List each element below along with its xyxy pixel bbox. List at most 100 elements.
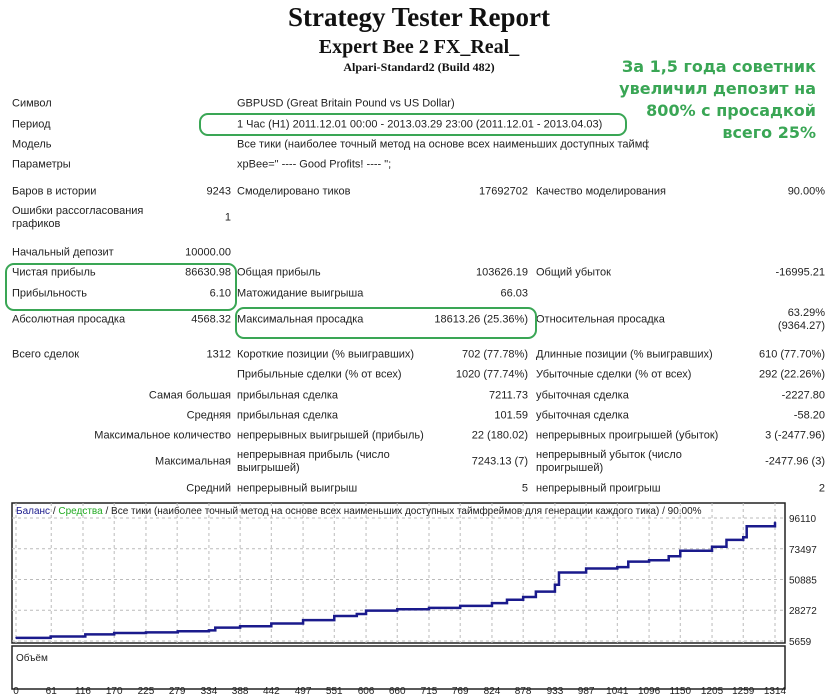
balance-point (558, 571, 560, 574)
stat-value: 18613.26 (25.36%) (434, 313, 528, 326)
stat-value: 22 (180.02) (471, 429, 528, 442)
stat-label: непрерывный убыток (число проигрышей) (536, 449, 682, 474)
x-tick-label: 769 (452, 686, 469, 697)
balance-point (208, 629, 210, 632)
balance-point (711, 545, 713, 548)
stat-value: 86630.98 (185, 266, 231, 279)
stat-label: Чистая прибыль (12, 266, 96, 279)
stat-label: Максимальная просадка (237, 313, 364, 326)
x-tick-label: 1041 (606, 686, 629, 697)
highlight-profit (5, 263, 237, 311)
stat-label: Убыточные сделки (% от всех) (536, 368, 692, 381)
highlight-drawdown (235, 307, 537, 339)
balance-point (725, 539, 728, 541)
stat-value: 3 (-2477.96) (765, 429, 825, 442)
stat-label: прибыльная сделка (237, 409, 339, 422)
x-tick-label: 1096 (638, 686, 661, 697)
x-tick-label: 933 (547, 686, 564, 697)
stat-label: Средний (186, 482, 231, 495)
legend-separator: / (50, 506, 58, 517)
x-tick-label: 1150 (670, 686, 692, 697)
stat-label: убыточная сделка (536, 409, 629, 422)
stat-value: 1 (224, 211, 231, 224)
stat-label: Ошибки рассогласования графиков (12, 205, 144, 230)
stat-value: 66.03 (500, 287, 528, 300)
x-tick-label: 1205 (701, 686, 724, 697)
balance-point (84, 633, 87, 636)
stat-label: Параметры (12, 158, 71, 171)
balance-point (355, 613, 358, 615)
stat-label: убыточная сделка (536, 389, 629, 402)
balance-point (176, 630, 179, 633)
y-tick-label: 96110 (789, 514, 817, 525)
stat-label: Максимальное количество (94, 429, 231, 442)
stat-value: 292 (22.26%) (758, 368, 825, 381)
x-tick-label: 715 (421, 686, 438, 697)
stat-label: Всего сделок (12, 348, 80, 361)
stat-label: Средняя (186, 409, 231, 422)
stat-value: -16995.21 (775, 266, 825, 279)
balance-point (535, 590, 537, 593)
x-tick-label: 551 (326, 686, 343, 697)
stat-label: непрерывная прибыль (число выигрышей) (237, 449, 390, 474)
stat-label: Прибыльность (12, 287, 87, 300)
balance-chart: 0 61 116 170 225 279 334 388 442 497 551 606 660 715 7… (11, 502, 817, 697)
balance-point (627, 560, 630, 563)
report-title: Strategy Tester Report (288, 2, 550, 32)
stat-value: 63.29% (9364.27) (777, 307, 825, 332)
annotation-line: всего 25% (722, 123, 816, 142)
x-tick-label: 61 (46, 686, 58, 697)
balance-point (302, 619, 304, 621)
stat-label: Смоделировано тиков (237, 185, 351, 198)
legend-balance: Баланс (16, 506, 50, 517)
stat-label: Длинные позиции (% выигравших) (536, 348, 713, 361)
stat-value: 17692702 (479, 185, 528, 198)
volume-area (11, 645, 786, 690)
highlight-period (199, 113, 627, 136)
x-tick-label: 170 (106, 686, 123, 697)
balance-point (616, 566, 619, 568)
x-tick-label: 497 (295, 686, 312, 697)
x-tick-label: 987 (578, 686, 595, 697)
balance-point (667, 555, 670, 558)
stat-value: 5 (521, 482, 528, 495)
stat-label: Начальный депозит (12, 246, 114, 259)
stat-value: 103626.19 (476, 266, 528, 279)
stat-value: 702 (77.78%) (461, 348, 528, 361)
balance-point (333, 615, 336, 617)
stat-label: Матожидание выигрыша (237, 287, 364, 300)
annotation-line: За 1,5 года советник (621, 57, 816, 76)
stat-label: прибыльная сделка (237, 389, 339, 402)
balance-point (396, 608, 399, 611)
stat-label: Абсолютная просадка (12, 313, 126, 326)
y-tick-label: 73497 (789, 545, 817, 556)
balance-point (522, 596, 524, 598)
stat-value: -58.20 (793, 409, 825, 422)
stat-label: Максимальная (155, 455, 231, 468)
stat-label: непрерывный проигрыш (536, 482, 661, 495)
stat-value: -2227.80 (781, 389, 825, 402)
stat-value: 1312 (206, 348, 231, 361)
stat-label: Модель (12, 138, 52, 151)
stat-value: GBPUSD (Great Britain Pound vs US Dollar… (237, 97, 455, 110)
balance-point (270, 622, 273, 625)
stat-value: 9243 (206, 185, 231, 198)
balance-point (742, 536, 745, 538)
expert-name: Expert Bee 2 FX_Real_ (318, 36, 520, 58)
legend-info: / Все тики (наиболее точный метод на осн… (103, 505, 702, 517)
balance-point (145, 631, 147, 634)
stat-value: 101.59 (494, 409, 528, 422)
balance-line (16, 522, 777, 640)
chart-legend: Баланс / Средства / Все тики (наиболее т… (16, 505, 702, 517)
y-tick-label: 28272 (789, 606, 817, 617)
balance-point (554, 583, 556, 586)
plot-area (11, 502, 786, 644)
stat-value: 90.00% (787, 185, 825, 198)
x-tick-label: 388 (232, 686, 249, 697)
x-tick-label: 606 (358, 686, 375, 697)
stat-label: непрерывных проигрышей (убыток) (536, 429, 719, 442)
stat-value: 4568.32 (191, 313, 231, 326)
x-tick-label: 442 (263, 686, 280, 697)
y-tick-label: 5659 (789, 637, 812, 648)
